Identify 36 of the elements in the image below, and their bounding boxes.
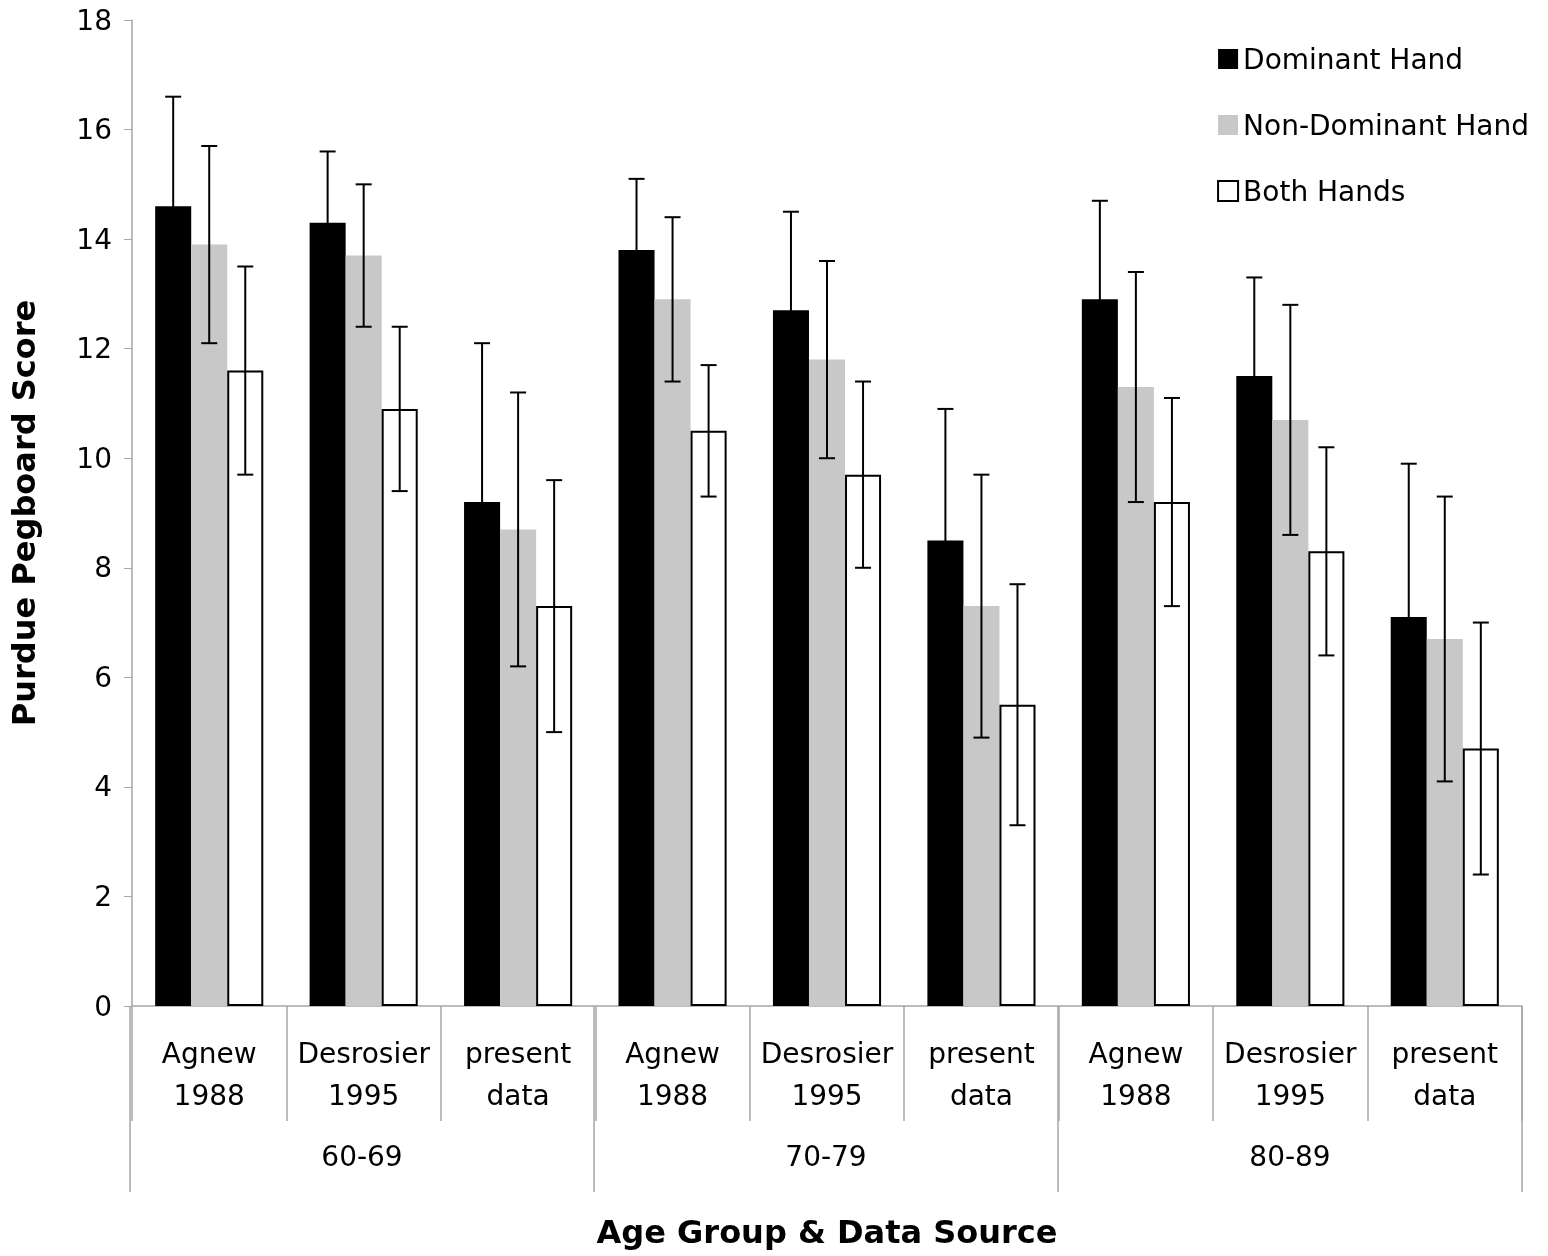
legend-label: Non-Dominant Hand xyxy=(1243,108,1529,142)
x-tick-label: Agnew 1988 xyxy=(1088,1036,1184,1112)
y-tick-label: 2 xyxy=(94,879,112,913)
x-axis-title: Age Group & Data Source xyxy=(596,1213,1058,1251)
bar xyxy=(1426,638,1463,1006)
y-tick-label: 0 xyxy=(94,989,112,1023)
bar xyxy=(654,299,691,1006)
bar xyxy=(500,529,537,1006)
bar xyxy=(963,606,1000,1006)
y-tick-label: 16 xyxy=(76,113,112,147)
y-tick-label: 4 xyxy=(94,770,112,804)
bar xyxy=(345,255,382,1006)
x-tick-label: present data xyxy=(1391,1036,1499,1112)
x-tick-label: present data xyxy=(464,1036,572,1112)
bar xyxy=(1117,387,1154,1006)
legend-label: Both Hands xyxy=(1243,174,1406,208)
x-tick-label: Desrosier 1995 xyxy=(1224,1036,1358,1112)
bar xyxy=(191,244,228,1006)
text: 70-79 xyxy=(785,1139,867,1173)
x-tick-label: Agnew 1988 xyxy=(625,1036,720,1112)
x-tick-label: present data xyxy=(928,1036,1035,1112)
y-tick-label: 8 xyxy=(94,551,112,585)
bar xyxy=(808,359,846,1006)
text: 60-69 xyxy=(321,1139,403,1173)
y-axis-title: Purdue Pegboard Score xyxy=(5,299,43,727)
text: 80-89 xyxy=(1249,1139,1331,1173)
x-tick-label: Desrosier 1995 xyxy=(297,1036,431,1112)
y-tick-label: 14 xyxy=(76,222,112,256)
x-tick-label: Desrosier 1995 xyxy=(760,1036,894,1112)
y-tick-label: 10 xyxy=(76,441,112,475)
y-tick-label: 12 xyxy=(76,332,112,366)
y-tick-label: 18 xyxy=(76,3,112,37)
bar xyxy=(1272,419,1309,1006)
x-tick-label: Agnew 1988 xyxy=(161,1036,257,1112)
y-tick-label: 6 xyxy=(94,660,112,694)
legend-label: Dominant Hand xyxy=(1243,42,1464,76)
